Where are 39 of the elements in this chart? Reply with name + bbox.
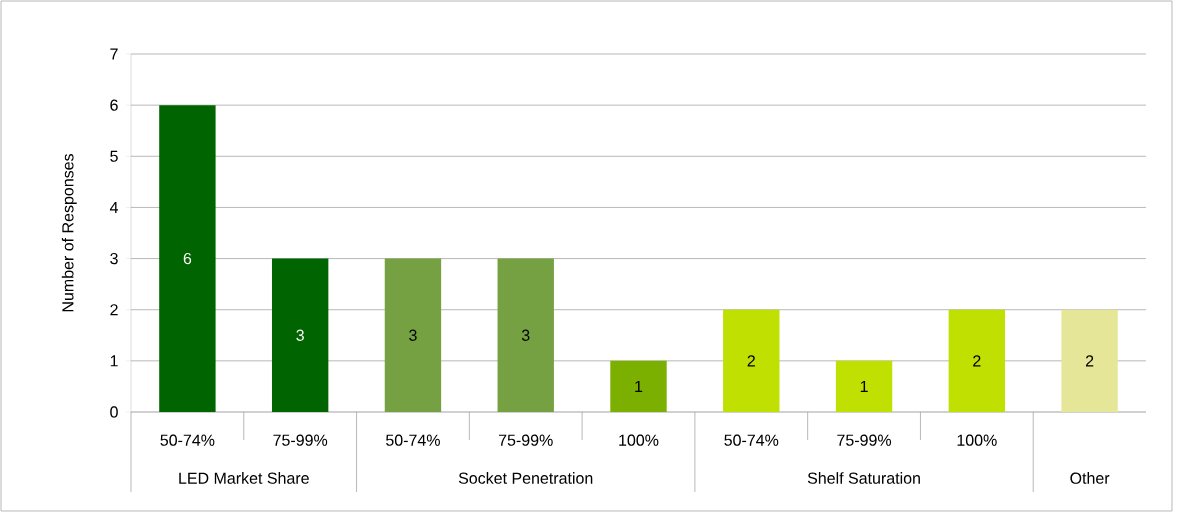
x-tick-label: 50-74% <box>160 434 215 446</box>
data-label: 3 <box>409 329 417 341</box>
x-tick-label: 75-99% <box>837 434 892 446</box>
bar <box>159 105 216 412</box>
text: Socket Penetration <box>458 472 593 484</box>
x-tick-label: 75-99% <box>498 434 553 446</box>
y-axis-title: Number of Responses <box>61 154 77 312</box>
bar <box>948 309 1006 412</box>
bar <box>835 360 893 412</box>
y-tick-label: 6 <box>110 99 118 111</box>
y-tick-label: 0 <box>110 406 118 418</box>
bar <box>1061 309 1118 412</box>
text: LED Market Share <box>179 472 309 484</box>
bar <box>610 360 667 412</box>
text: Other <box>1070 472 1110 484</box>
data-label: 2 <box>973 355 981 367</box>
data-label: 3 <box>521 329 530 341</box>
x-tick-label: 50-74% <box>386 434 440 446</box>
bar <box>497 258 554 412</box>
x-tick-label: 50-74% <box>724 434 779 446</box>
data-label: 2 <box>747 355 755 367</box>
data-label: 2 <box>1085 355 1094 367</box>
data-label: 3 <box>296 329 304 341</box>
bar <box>723 309 780 412</box>
y-tick-label: 5 <box>110 150 118 162</box>
x-tick-label: 100% <box>957 434 997 446</box>
y-tick-label: 3 <box>110 252 118 265</box>
bar <box>271 258 329 412</box>
data-label: 1 <box>635 380 643 392</box>
x-tick-label: 100% <box>619 434 659 446</box>
data-label: 6 <box>183 252 192 265</box>
x-tick-label: 75-99% <box>273 434 328 446</box>
text: Shelf Saturation <box>807 472 920 484</box>
data-label: 1 <box>860 380 868 392</box>
y-tick-label: 7 <box>110 48 118 60</box>
y-tick-label: 2 <box>110 304 118 316</box>
y-tick-label: 4 <box>109 201 118 213</box>
y-tick-label: 1 <box>110 355 118 367</box>
bar <box>384 258 442 412</box>
